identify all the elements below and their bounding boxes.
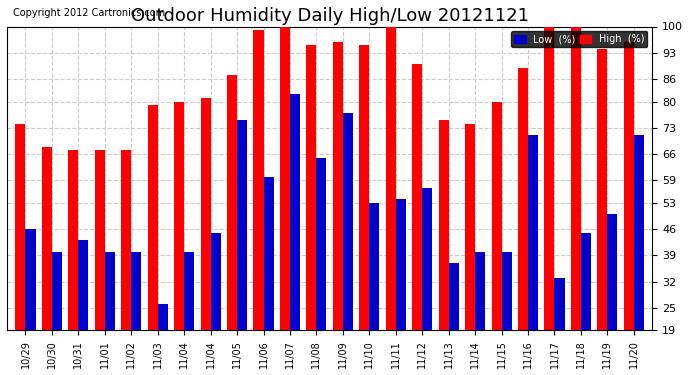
Bar <box>68 150 79 375</box>
Bar <box>581 233 591 375</box>
Bar <box>634 135 644 375</box>
Bar <box>52 252 62 375</box>
Bar <box>396 199 406 375</box>
Bar <box>412 64 422 375</box>
Bar <box>121 150 131 375</box>
Bar <box>555 278 564 375</box>
Bar <box>306 45 317 375</box>
Bar <box>210 233 221 375</box>
Bar <box>359 45 369 375</box>
Bar <box>280 27 290 375</box>
Bar <box>15 124 26 375</box>
Bar <box>148 105 158 375</box>
Bar <box>184 252 194 375</box>
Bar <box>333 42 343 375</box>
Bar <box>448 263 459 375</box>
Text: Copyright 2012 Cartronics.com: Copyright 2012 Cartronics.com <box>13 8 166 18</box>
Bar <box>227 75 237 375</box>
Bar <box>42 147 52 375</box>
Bar <box>105 252 115 375</box>
Bar <box>598 49 607 375</box>
Bar <box>79 240 88 375</box>
Bar <box>607 214 618 375</box>
Bar <box>465 124 475 375</box>
Bar <box>544 27 555 375</box>
Bar <box>369 203 380 375</box>
Bar <box>317 158 326 375</box>
Bar <box>26 229 35 375</box>
Bar <box>386 27 396 375</box>
Bar <box>422 188 432 375</box>
Bar <box>290 94 300 375</box>
Bar <box>174 102 184 375</box>
Bar <box>253 30 264 375</box>
Bar <box>264 177 273 375</box>
Bar <box>95 150 105 375</box>
Bar <box>158 304 168 375</box>
Legend: Low  (%), High  (%): Low (%), High (%) <box>511 32 647 47</box>
Bar <box>237 120 247 375</box>
Bar <box>518 68 528 375</box>
Bar <box>201 98 210 375</box>
Bar <box>439 120 449 375</box>
Bar <box>491 102 502 375</box>
Bar <box>624 42 634 375</box>
Bar <box>131 252 141 375</box>
Bar <box>475 252 485 375</box>
Bar <box>343 113 353 375</box>
Title: Outdoor Humidity Daily High/Low 20121121: Outdoor Humidity Daily High/Low 20121121 <box>130 7 529 25</box>
Bar <box>502 252 511 375</box>
Bar <box>571 27 581 375</box>
Bar <box>528 135 538 375</box>
